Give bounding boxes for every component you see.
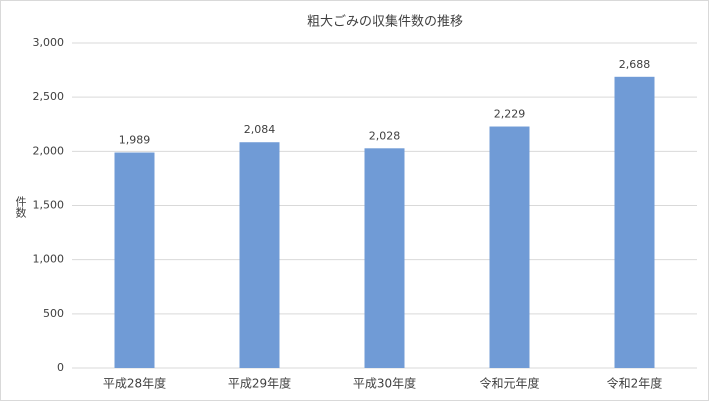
bar (239, 142, 280, 368)
data-label: 2,229 (494, 108, 526, 121)
data-label: 2,028 (369, 129, 401, 142)
bar (614, 76, 655, 369)
data-label: 1,989 (119, 134, 151, 147)
y-tick-label: 1,000 (33, 253, 65, 266)
x-tick-label: 令和2年度 (607, 376, 663, 391)
y-axis-label: 件数 (14, 196, 27, 219)
y-tick-label: 1,500 (33, 199, 65, 212)
x-tick-label: 平成28年度 (103, 376, 166, 391)
data-label: 2,688 (619, 58, 651, 71)
x-tick-label: 平成30年度 (353, 376, 416, 391)
data-label: 2,084 (244, 123, 276, 136)
chart-title: 粗大ごみの収集件数の推移 (307, 14, 463, 30)
y-tick-label: 0 (57, 361, 64, 374)
bar (114, 152, 155, 368)
x-tick-label: 平成29年度 (228, 376, 291, 391)
bar (364, 148, 405, 368)
y-tick-label: 500 (43, 307, 64, 320)
y-tick-label: 3,000 (33, 36, 65, 49)
y-tick-label: 2,500 (33, 90, 65, 103)
bar (489, 126, 530, 369)
y-tick-label: 2,000 (33, 144, 65, 157)
x-tick-label: 令和元年度 (479, 376, 539, 391)
